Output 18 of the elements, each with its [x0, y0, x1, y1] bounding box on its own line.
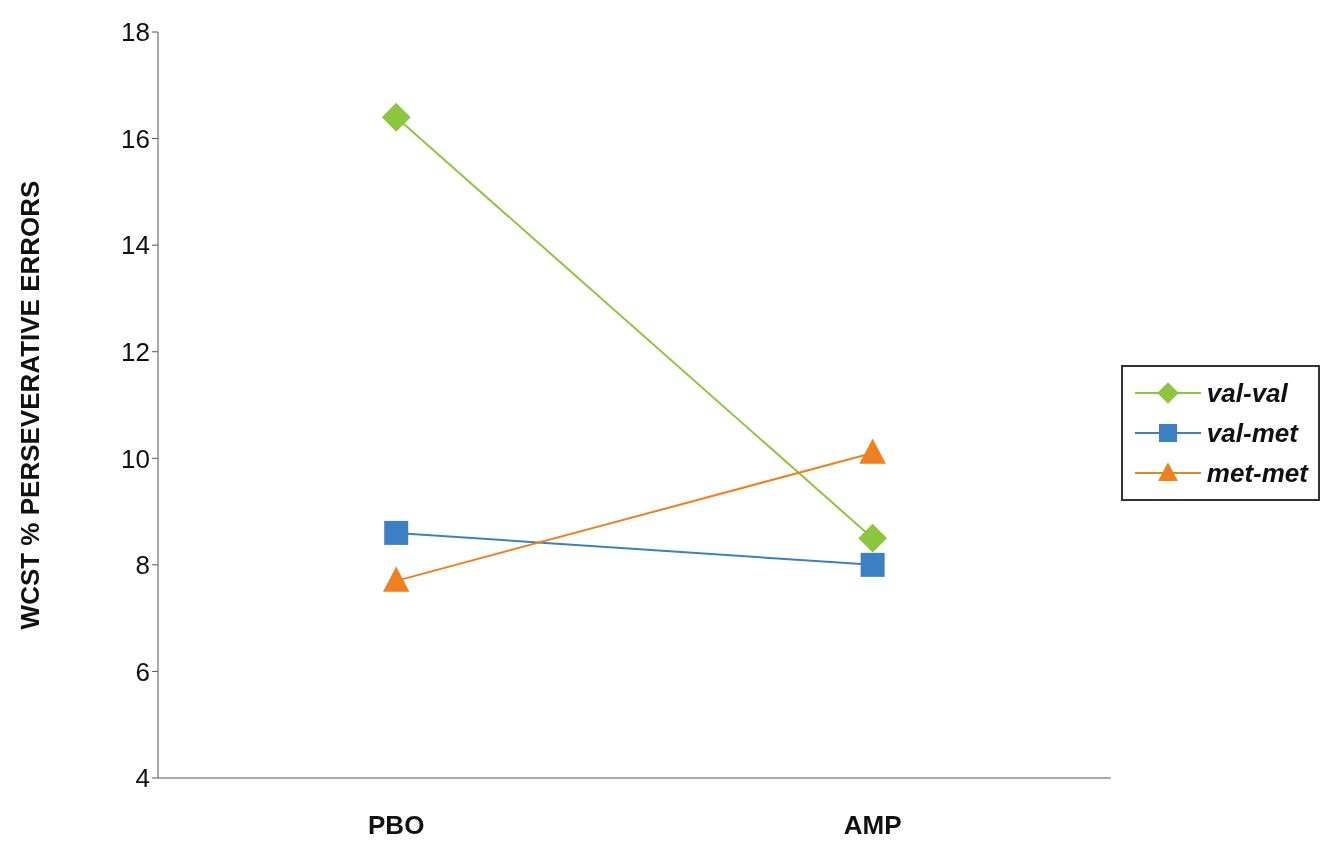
legend-label: met-met	[1206, 457, 1308, 489]
y-tick-label: 8	[135, 550, 150, 581]
y-tick-label: 18	[121, 17, 150, 48]
y-axis-title: WCST % PERSEVERATIVE ERRORS	[15, 180, 46, 630]
y-tick-label: 10	[121, 443, 150, 474]
point	[381, 102, 411, 132]
point	[384, 520, 409, 545]
point	[858, 523, 888, 553]
y-tick-label: 14	[121, 230, 150, 261]
x-tick-label: AMP	[843, 810, 902, 841]
y-tick-label: 16	[121, 123, 150, 154]
legend-label: val-met	[1206, 417, 1298, 449]
y-tick-label: 6	[135, 656, 150, 687]
y-tick-label: 4	[135, 763, 150, 794]
legend-label: val-val	[1206, 377, 1288, 409]
x-tick-label: PBO	[368, 810, 425, 841]
point	[860, 552, 885, 577]
y-tick-label: 12	[121, 336, 150, 367]
